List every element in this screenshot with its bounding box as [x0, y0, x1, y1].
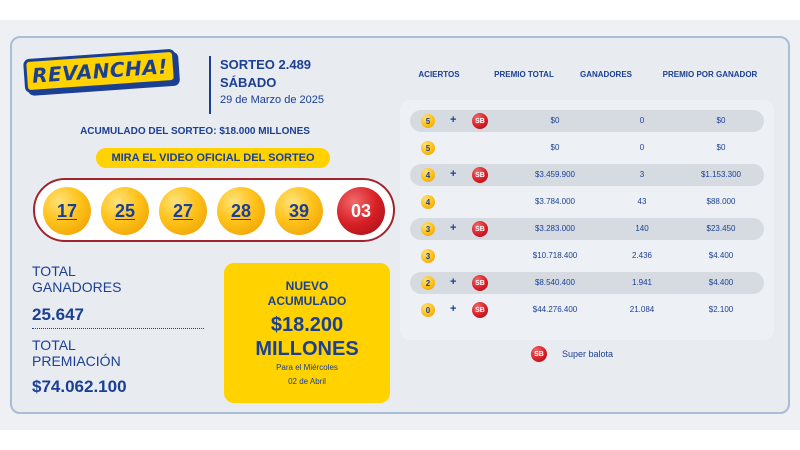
hits-ball: 3: [421, 249, 435, 263]
ball-1: 17: [43, 187, 91, 235]
divider: [209, 56, 211, 114]
super-ball-legend-icon: SB: [531, 346, 547, 362]
cell-winners: 140: [635, 224, 649, 233]
ball-5: 39: [275, 187, 323, 235]
hits-ball: 2: [421, 276, 435, 290]
table-row: 0 + SB $44.276.400 21.084 $2.100: [410, 299, 764, 321]
amount-line: $18.200: [270, 314, 344, 336]
cell-total-prize: $44.276.400: [532, 305, 578, 314]
cell-total-prize: $0: [550, 116, 560, 125]
cell-per-winner: $2.100: [708, 305, 734, 314]
total-prize-value: $74.062.100: [32, 377, 127, 396]
table-row: 3 $10.718.400 2.436 $4.400: [410, 245, 764, 267]
draw-date: 29 de Marzo de 2025: [220, 94, 324, 106]
cell-per-winner: $4.400: [708, 251, 734, 260]
legend-label: Super balota: [562, 349, 614, 359]
header-per-winner: PREMIO POR GANADOR: [662, 70, 758, 79]
hits-ball: 4: [421, 168, 435, 182]
total-winners-value: 25.647: [32, 305, 84, 324]
hits-ball: 5: [421, 114, 435, 128]
cell-per-winner: $0: [716, 116, 726, 125]
cell-per-winner: $1.153.300: [700, 170, 742, 179]
table-row: 4 + SB $3.459.900 3 $1.153.300: [410, 164, 764, 186]
cell-total-prize: $8.540.400: [534, 278, 576, 287]
logo-text: REVANCHA!: [31, 54, 169, 88]
draw-number: SORTEO 2.489: [220, 57, 312, 72]
super-ball-icon: SB: [472, 167, 488, 183]
ball-number: 28: [230, 200, 252, 221]
label-line: TOTAL: [32, 263, 76, 279]
label-line: TOTAL: [32, 337, 76, 353]
label-line: PREMIACIÓN: [32, 353, 121, 369]
cell-winners: 1.941: [631, 278, 653, 287]
table-row: 5 + SB $0 0 $0: [410, 110, 764, 132]
date-line: Para el Miércoles: [276, 363, 338, 372]
ball-2: 25: [101, 187, 149, 235]
total-winners-label: TOTAL GANADORES: [32, 263, 121, 295]
cell-winners: 21.084: [629, 305, 655, 314]
next-draw-date: Para el Miércoles 02 de Abril: [224, 361, 390, 389]
cell-winners: 43: [637, 197, 647, 206]
cell-total-prize: $3.459.900: [534, 170, 576, 179]
cell-per-winner: $88.000: [706, 197, 736, 206]
label-line: GANADORES: [32, 279, 122, 295]
total-prize-label: TOTAL PREMIACIÓN: [32, 337, 121, 369]
new-jackpot-heading: NUEVO ACUMULADO: [224, 279, 390, 309]
super-ball: 03: [337, 187, 385, 235]
table-row: 3 + SB $3.283.000 140 $23.450: [410, 218, 764, 240]
accumulated-label: ACUMULADO DEL SORTEO: $18.000 MILLONES: [80, 126, 310, 137]
cell-total-prize: $0: [550, 143, 560, 152]
super-ball-icon: SB: [472, 221, 488, 237]
divider-dotted: [32, 328, 204, 329]
ball-4: 28: [217, 187, 265, 235]
cell-total-prize: $3.283.000: [534, 224, 576, 233]
heading-line: ACUMULADO: [267, 294, 347, 308]
super-ball-number: 03: [350, 200, 372, 221]
date-line: 02 de Abril: [288, 377, 326, 386]
cell-winners: 0: [639, 143, 645, 152]
hits-ball: 5: [421, 141, 435, 155]
watch-video-button[interactable]: MIRA EL VIDEO OFICIAL DEL SORTEO: [96, 148, 330, 168]
super-ball-icon: SB: [472, 275, 488, 291]
cell-winners: 3: [639, 170, 645, 179]
plus-sign: +: [450, 168, 457, 180]
header-total-prize: PREMIO TOTAL: [494, 70, 554, 79]
cell-per-winner: $4.400: [708, 278, 734, 287]
hits-ball: 0: [421, 303, 435, 317]
hits-ball: 4: [421, 195, 435, 209]
table-row: 4 $3.784.000 43 $88.000: [410, 191, 764, 213]
cell-winners: 0: [639, 116, 645, 125]
plus-sign: +: [450, 114, 457, 126]
plus-sign: +: [450, 276, 457, 288]
ball-number: 17: [56, 200, 78, 221]
table-row: 2 + SB $8.540.400 1.941 $4.400: [410, 272, 764, 294]
heading-line: NUEVO: [285, 279, 329, 293]
cell-per-winner: $23.450: [706, 224, 736, 233]
cell-per-winner: $0: [716, 143, 726, 152]
header-winners: GANADORES: [579, 70, 632, 79]
ball-number: 27: [172, 200, 194, 221]
cell-total-prize: $3.784.000: [534, 197, 576, 206]
ball-number: 39: [288, 200, 310, 221]
winning-numbers: 17 25 27 28 39 03: [33, 178, 395, 242]
new-jackpot-amount: $18.200 MILLONES: [224, 313, 390, 361]
draw-day: SÁBADO: [220, 75, 277, 90]
new-jackpot-box: NUEVO ACUMULADO $18.200 MILLONES Para el…: [224, 263, 390, 403]
cell-winners: 2.436: [631, 251, 653, 260]
ball-3: 27: [159, 187, 207, 235]
table-row: 5 $0 0 $0: [410, 137, 764, 159]
header-hits: ACIERTOS: [418, 70, 460, 79]
plus-sign: +: [450, 303, 457, 315]
amount-unit: MILLONES: [255, 338, 359, 360]
cell-total-prize: $10.718.400: [532, 251, 578, 260]
super-ball-icon: SB: [472, 302, 488, 318]
ball-number: 25: [114, 200, 136, 221]
super-ball-icon: SB: [472, 113, 488, 129]
plus-sign: +: [450, 222, 457, 234]
hits-ball: 3: [421, 222, 435, 236]
